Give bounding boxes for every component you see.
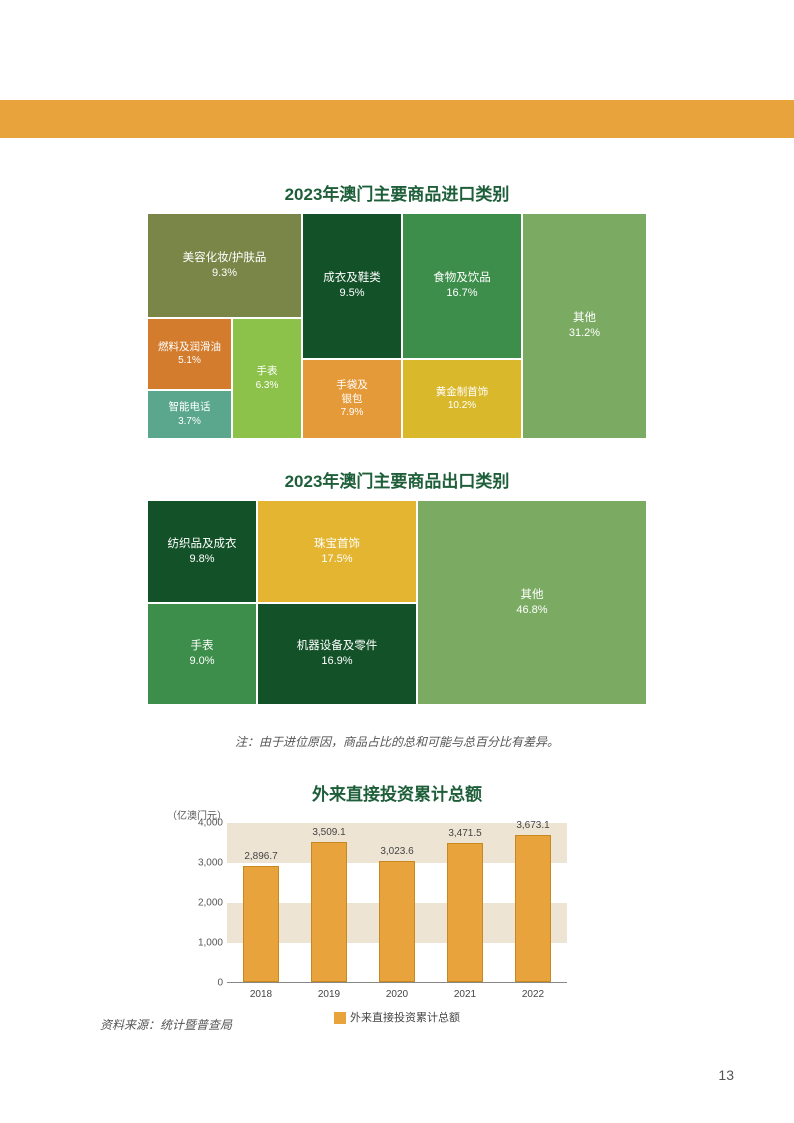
treemap-cell: 珠宝首饰17.5%	[257, 500, 417, 603]
x-tick-label: 2022	[522, 989, 544, 1000]
bar-legend: 外来直接投资累计总额	[227, 1009, 567, 1025]
bar: 3,673.1	[515, 835, 551, 982]
treemap-cell: 智能电话3.7%	[147, 390, 232, 439]
bar: 3,023.6	[379, 861, 415, 982]
y-tick-label: 3,000	[175, 858, 223, 869]
bar-plot-area: 01,0002,0003,0004,0002,896.720183,509.12…	[227, 823, 567, 983]
bar: 3,509.1	[311, 842, 347, 982]
treemap-cell: 手表6.3%	[232, 318, 302, 439]
treemap-cell: 手表9.0%	[147, 603, 257, 705]
treemap-cell: 机器设备及零件16.9%	[257, 603, 417, 705]
y-tick-label: 4,000	[175, 818, 223, 829]
header-band	[0, 100, 794, 138]
y-tick-label: 1,000	[175, 938, 223, 949]
treemap-cell: 燃料及润滑油5.1%	[147, 318, 232, 390]
x-tick-label: 2021	[454, 989, 476, 1000]
bar-title: 外来直接投资累计总额	[0, 780, 794, 805]
imports-title: 2023年澳门主要商品进口类别	[0, 180, 794, 205]
legend-label: 外来直接投资累计总额	[350, 1012, 460, 1024]
x-tick-label: 2018	[250, 989, 272, 1000]
treemap-cell: 美容化妆/护肤品9.3%	[147, 213, 302, 318]
bar: 3,471.5	[447, 843, 483, 982]
exports-title: 2023年澳门主要商品出口类别	[0, 467, 794, 492]
y-tick-label: 2,000	[175, 898, 223, 909]
treemap-cell: 成衣及鞋类9.5%	[302, 213, 402, 359]
bar-chart: （亿澳门元） 01,0002,0003,0004,0002,896.720183…	[227, 823, 567, 1025]
treemap-cell: 其他46.8%	[417, 500, 647, 705]
legend-swatch	[334, 1012, 346, 1024]
page-number: 13	[718, 1067, 734, 1083]
x-tick-label: 2020	[386, 989, 408, 1000]
exports-treemap: 纺织品及成衣9.8%珠宝首饰17.5%手表9.0%机器设备及零件16.9%其他4…	[147, 500, 647, 705]
treemap-cell: 食物及饮品16.7%	[402, 213, 522, 359]
treemap-cell: 黄金制首饰10.2%	[402, 359, 522, 439]
treemap-cell: 其他31.2%	[522, 213, 647, 439]
treemap-cell: 手袋及银包7.9%	[302, 359, 402, 439]
imports-treemap: 美容化妆/护肤品9.3%成衣及鞋类9.5%食物及饮品16.7%其他31.2% 燃料…	[147, 213, 647, 439]
treemap-note: 注：由于进位原因，商品占比的总和可能与总百分比有差异。	[0, 733, 794, 750]
content: 2023年澳门主要商品进口类别 美容化妆/护肤品9.3%成衣及鞋类9.5%食物及…	[0, 180, 794, 1025]
source-note: 资料来源：统计暨普查局	[100, 1016, 232, 1033]
y-tick-label: 0	[175, 978, 223, 989]
x-tick-label: 2019	[318, 989, 340, 1000]
treemap-cell: 纺织品及成衣9.8%	[147, 500, 257, 603]
bar: 2,896.7	[243, 866, 279, 982]
